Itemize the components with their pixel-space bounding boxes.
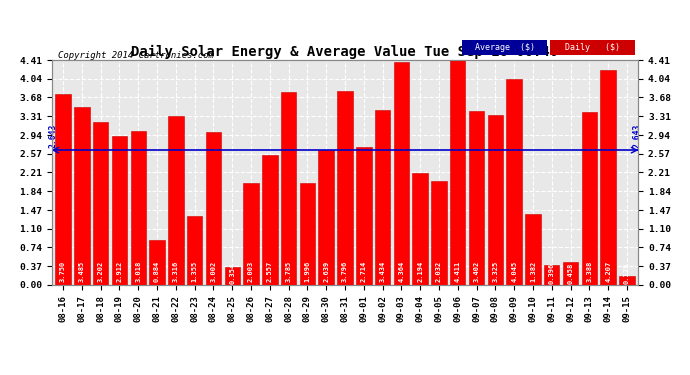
Bar: [619, 276, 635, 285]
Bar: [74, 107, 90, 285]
Bar: [469, 111, 484, 285]
Text: 3.018: 3.018: [135, 261, 141, 282]
Text: 1.996: 1.996: [304, 261, 310, 282]
Text: 0.396: 0.396: [549, 263, 555, 284]
Bar: [112, 136, 127, 285]
Bar: [55, 94, 71, 285]
Text: 2.714: 2.714: [361, 261, 367, 282]
Text: 3.796: 3.796: [342, 261, 348, 282]
Text: Daily   ($): Daily ($): [565, 43, 620, 52]
Text: 3.202: 3.202: [97, 261, 104, 282]
Bar: [413, 173, 428, 285]
Bar: [600, 70, 616, 285]
Text: 2.643: 2.643: [633, 124, 642, 148]
Text: 2.643: 2.643: [48, 124, 57, 148]
Title: Daily Solar Energy & Average Value Tue Sep 16 06:40: Daily Solar Energy & Average Value Tue S…: [131, 45, 559, 59]
Text: 1.355: 1.355: [192, 261, 197, 282]
Bar: [168, 116, 184, 285]
Bar: [262, 154, 277, 285]
FancyBboxPatch shape: [551, 40, 635, 55]
Bar: [187, 216, 202, 285]
Bar: [375, 110, 391, 285]
Text: 2.912: 2.912: [117, 261, 122, 282]
Text: 3.325: 3.325: [493, 261, 498, 282]
Text: 2.639: 2.639: [323, 261, 329, 282]
Text: 3.002: 3.002: [210, 261, 217, 282]
Text: 2.032: 2.032: [436, 261, 442, 282]
Text: 2.194: 2.194: [417, 261, 423, 282]
Text: 3.388: 3.388: [586, 261, 593, 282]
Text: 2.003: 2.003: [248, 261, 254, 282]
FancyBboxPatch shape: [462, 40, 547, 55]
Bar: [130, 131, 146, 285]
Bar: [206, 132, 221, 285]
Text: 4.411: 4.411: [455, 261, 461, 282]
Text: 0.458: 0.458: [568, 263, 573, 284]
Text: 0.884: 0.884: [154, 261, 160, 282]
Text: 2.557: 2.557: [267, 261, 273, 282]
Bar: [281, 92, 296, 285]
Bar: [450, 60, 466, 285]
Text: Average  ($): Average ($): [475, 43, 535, 52]
Bar: [394, 62, 409, 285]
Bar: [299, 183, 315, 285]
Bar: [544, 265, 560, 285]
Text: 3.402: 3.402: [473, 261, 480, 282]
Text: 4.207: 4.207: [605, 261, 611, 282]
Bar: [356, 147, 371, 285]
Bar: [224, 267, 240, 285]
Bar: [525, 214, 541, 285]
Text: 0.178: 0.178: [624, 263, 630, 284]
Bar: [149, 240, 165, 285]
Bar: [319, 150, 334, 285]
Bar: [563, 262, 578, 285]
Bar: [582, 112, 597, 285]
Text: 3.750: 3.750: [60, 261, 66, 282]
Text: Copyright 2014 Cartronics.com: Copyright 2014 Cartronics.com: [58, 51, 213, 60]
Bar: [244, 183, 259, 285]
Bar: [488, 116, 503, 285]
Bar: [337, 92, 353, 285]
Text: 3.434: 3.434: [380, 261, 386, 282]
Text: 3.485: 3.485: [79, 261, 85, 282]
Text: 4.364: 4.364: [398, 261, 404, 282]
Bar: [506, 79, 522, 285]
Text: 1.382: 1.382: [530, 261, 536, 282]
Bar: [431, 182, 446, 285]
Text: 0.354: 0.354: [229, 263, 235, 284]
Text: 3.785: 3.785: [286, 261, 292, 282]
Text: 3.316: 3.316: [172, 261, 179, 282]
Text: 4.045: 4.045: [511, 261, 518, 282]
Bar: [93, 122, 108, 285]
